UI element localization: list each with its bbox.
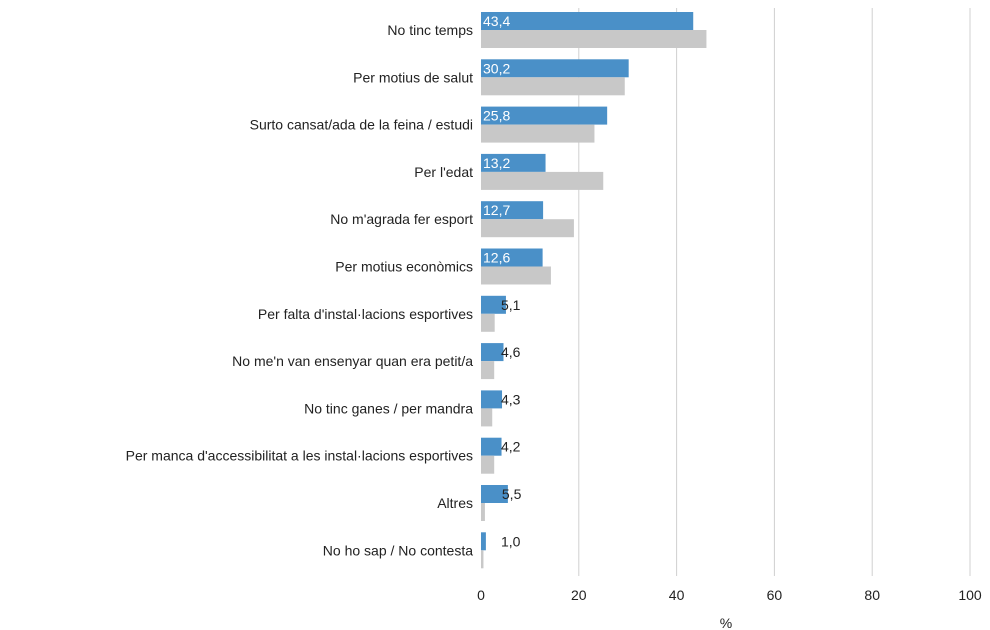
bar-series-2: [481, 77, 625, 96]
category-label: Surto cansat/ada de la feina / estudi: [250, 117, 473, 133]
bar-series-1: [481, 59, 629, 78]
bar-series-2: [481, 266, 551, 285]
bar-series-1: [481, 437, 502, 456]
category-label: Per motius de salut: [353, 69, 473, 85]
x-tick-label: 0: [477, 587, 485, 603]
data-label: 13,2: [483, 155, 510, 171]
bar-series-2: [481, 361, 495, 380]
category-labels: No tinc temps Per motius de salut Surto ca…: [126, 22, 474, 558]
x-axis-title: %: [720, 615, 732, 630]
x-tick-label: 40: [669, 587, 685, 603]
bar-series-2: [481, 124, 595, 143]
data-label: 4,3: [501, 391, 521, 407]
x-tick-label: 100: [958, 587, 982, 603]
bar-series-1: [481, 248, 543, 267]
bars: [481, 12, 707, 569]
category-label: No tinc temps: [387, 22, 473, 38]
x-tick-label: 60: [767, 587, 783, 603]
category-label: No me'n van ensenyar quan era petit/a: [232, 353, 473, 369]
data-label: 12,7: [483, 202, 510, 218]
category-label: Per motius econòmics: [335, 259, 473, 275]
x-tick-labels: 0 20 40 60 80 100: [477, 587, 982, 603]
bar-series-2: [481, 408, 493, 427]
x-tick-label: 80: [864, 587, 880, 603]
bar-series-1: [481, 295, 506, 314]
data-label: 1,0: [501, 533, 521, 549]
category-label: Per manca d'accessibilitat a les instal·…: [126, 448, 473, 464]
data-label: 4,2: [501, 439, 521, 455]
bar-series-2: [481, 503, 485, 521]
bar-series-1: [481, 106, 608, 125]
bar-series-2: [481, 219, 574, 238]
category-label: No ho sap / No contesta: [323, 542, 473, 558]
bar-series-1: [481, 532, 486, 551]
x-tick-label: 20: [571, 587, 587, 603]
bar-series-2: [481, 455, 495, 474]
data-label: 5,5: [502, 486, 522, 502]
bar-series-1: [481, 153, 546, 172]
data-label: 43,4: [483, 13, 510, 29]
category-label: Per l'edat: [414, 164, 473, 180]
data-label: 25,8: [483, 108, 510, 124]
bar-series-2: [481, 30, 707, 48]
bar-series-2: [481, 313, 495, 332]
data-labels: 43,4 30,2 25,8 13,2 12,7 12,6 5,1 4,6 4,3 4,2 5,5 1…: [483, 13, 522, 549]
category-label: No m'agrada fer esport: [330, 211, 473, 227]
data-label: 12,6: [483, 250, 510, 266]
bar-series-1: [481, 390, 503, 409]
category-label: No tinc ganes / per mandra: [304, 400, 473, 416]
bar-series-1: [481, 343, 504, 362]
bar-series-1: [481, 201, 544, 220]
category-label: Per falta d'instal·lacions esportives: [258, 306, 473, 322]
data-label: 30,2: [483, 60, 510, 76]
category-label: Altres: [437, 495, 473, 511]
gridlines: [578, 8, 971, 576]
data-label: 4,6: [501, 344, 521, 360]
bar-series-1: [481, 12, 694, 30]
bar-series-2: [481, 171, 604, 190]
data-label: 5,1: [501, 297, 521, 313]
bar-series-2: [481, 550, 484, 569]
bar-series-1: [481, 485, 508, 503]
